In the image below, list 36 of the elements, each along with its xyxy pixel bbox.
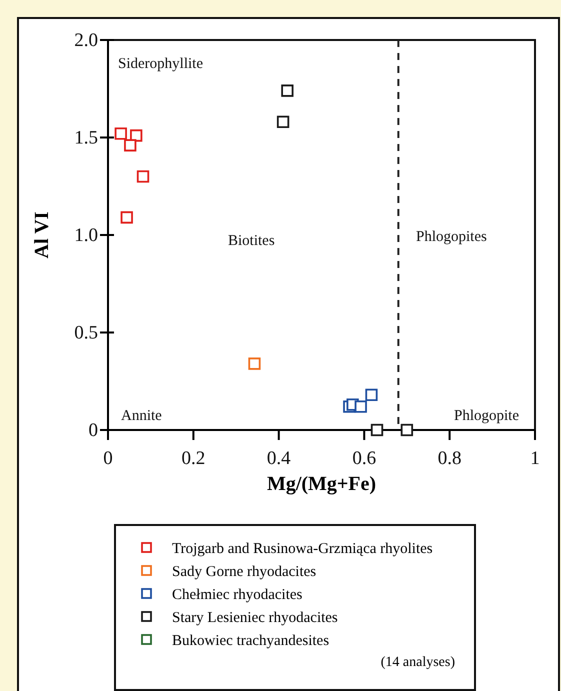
annotation: Annite	[121, 408, 162, 424]
x-tick-label: 0.2	[182, 448, 206, 469]
point	[120, 211, 133, 224]
point	[248, 358, 261, 370]
y-axis-title: Al VI	[31, 211, 53, 258]
point	[281, 84, 294, 97]
x-tick-label: 1	[530, 448, 540, 469]
point	[370, 424, 384, 436]
legend-label: Sady Gorne rhyodacites	[172, 564, 316, 580]
legend-label: Bukowiec trachyandesites	[172, 633, 330, 649]
text: (14 analyses)	[380, 655, 456, 670]
point	[136, 170, 150, 183]
x-axis-title: Mg/(Mg+Fe)	[266, 473, 376, 495]
point	[124, 139, 136, 152]
x-tick-label: 0	[103, 448, 113, 469]
y-tick-label: 0	[88, 420, 98, 442]
legend-label: Chełmiec rhyodacites	[172, 587, 303, 603]
annotation: Siderophyllite	[118, 56, 204, 72]
y-tick-label: 2.0	[74, 30, 98, 52]
annotation: Phlogopites	[416, 229, 487, 245]
y-tick-label: 1.5	[74, 128, 98, 149]
y-tick-label: 0.5	[74, 322, 98, 344]
x-tick-label: 0.8	[438, 448, 462, 469]
point	[114, 127, 127, 140]
legend-label: Stary Lesieniec rhyodacites	[172, 610, 338, 626]
y-tick-label: 1.0	[74, 225, 98, 246]
point	[276, 116, 290, 128]
annotation: Biotites	[228, 233, 275, 249]
point	[400, 424, 414, 436]
point	[130, 129, 142, 142]
point	[354, 400, 367, 413]
x-tick-label: 0.6	[352, 448, 376, 469]
legend-label: Trojgarb and Rusinowa-Grzmiąca rhyolites	[172, 541, 433, 557]
annotation: Phlogopite	[454, 408, 520, 424]
x-tick-label: 0.4	[266, 448, 292, 469]
point	[365, 388, 378, 402]
